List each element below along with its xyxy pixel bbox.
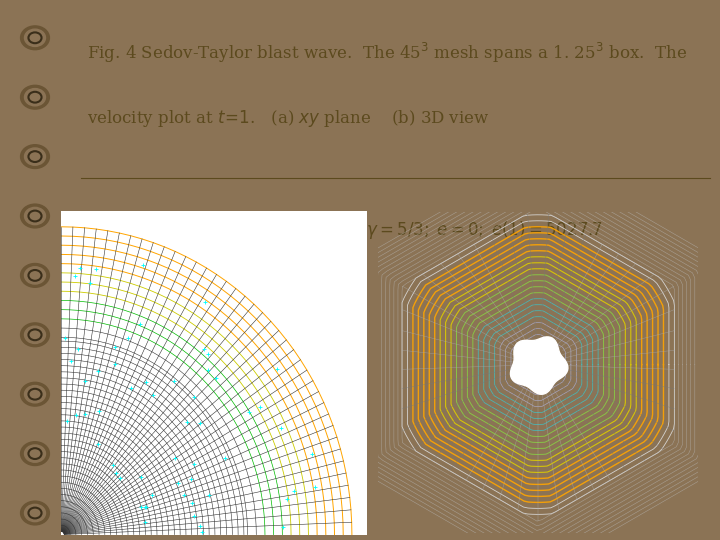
Text: $\left[p, \rho, u\right]_0 = [0,1,0];\; \gamma = 5/3;\; e = 0;\; e(1) = 5027.7$: $\left[p, \rho, u\right]_0 = [0,1,0];\; … [201, 219, 603, 241]
Circle shape [24, 89, 45, 106]
Circle shape [21, 26, 50, 50]
Text: velocity plot at $t\!=\!1$.   (a) $xy$ plane    (b) 3D view: velocity plot at $t\!=\!1$. (a) $xy$ pla… [87, 108, 490, 129]
Circle shape [21, 204, 50, 228]
Circle shape [21, 85, 50, 109]
Circle shape [21, 145, 50, 168]
Circle shape [24, 29, 45, 46]
Circle shape [21, 501, 50, 525]
Polygon shape [510, 337, 568, 394]
Text: Fig. 4 Sedov-Taylor blast wave.  The 45$^3$ mesh spans a 1. 25$^3$ box.  The: Fig. 4 Sedov-Taylor blast wave. The 45$^… [87, 40, 688, 65]
Circle shape [21, 442, 50, 465]
Circle shape [21, 323, 50, 347]
Circle shape [24, 504, 45, 522]
Circle shape [24, 207, 45, 225]
Circle shape [24, 326, 45, 343]
Circle shape [21, 264, 50, 287]
Circle shape [24, 148, 45, 165]
Circle shape [24, 267, 45, 284]
Circle shape [24, 445, 45, 462]
Circle shape [21, 382, 50, 406]
Circle shape [24, 386, 45, 403]
